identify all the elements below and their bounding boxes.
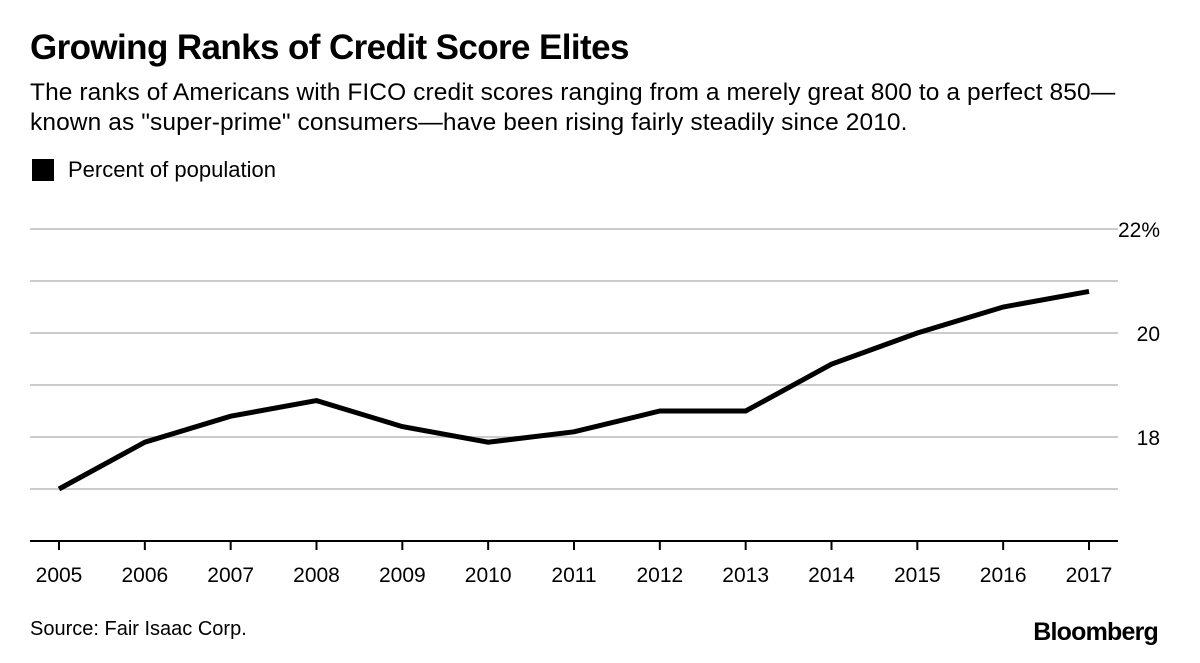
x-tick-label: 2015: [894, 564, 941, 587]
legend-label: Percent of population: [68, 157, 276, 182]
x-tick-label: 2005: [36, 564, 83, 587]
y-tick-label: 22%: [1118, 219, 1160, 242]
source-note: Source: Fair Isaac Corp.: [30, 618, 247, 640]
x-tick-label: 2014: [808, 564, 855, 587]
y-axis: 22% 20 18: [1118, 219, 1160, 450]
legend-swatch: [32, 159, 54, 181]
y-tick-label: 18: [1137, 427, 1160, 450]
bloomberg-logo: Bloomberg: [1033, 618, 1159, 646]
y-tick-label: 20: [1137, 323, 1160, 346]
x-tick-label: 2008: [293, 564, 340, 587]
gridlines: [30, 228, 1118, 490]
chart-title: Growing Ranks of Credit Score Elites: [30, 28, 629, 67]
chart-subtitle: The ranks of Americans with FICO credit …: [30, 79, 1116, 136]
legend: Percent of population: [32, 157, 276, 183]
x-tick-label: 2007: [207, 564, 254, 587]
x-tick-label: 2013: [722, 564, 769, 587]
x-tick-label: 2012: [636, 564, 683, 587]
x-tick-label: 2009: [379, 564, 426, 587]
x-tick-label: 2010: [465, 564, 512, 587]
series-lines: [57, 288, 1090, 492]
series-line: [57, 288, 1090, 492]
x-tick-label: 2017: [1066, 564, 1113, 587]
x-tick-label: 2011: [551, 564, 596, 587]
x-tick-label: 2006: [121, 564, 168, 587]
x-tick-label: 2016: [980, 564, 1027, 587]
x-axis: 2005 2006 2007 2008 2009 2010 2011 2012 2013 2014…: [30, 540, 1118, 587]
